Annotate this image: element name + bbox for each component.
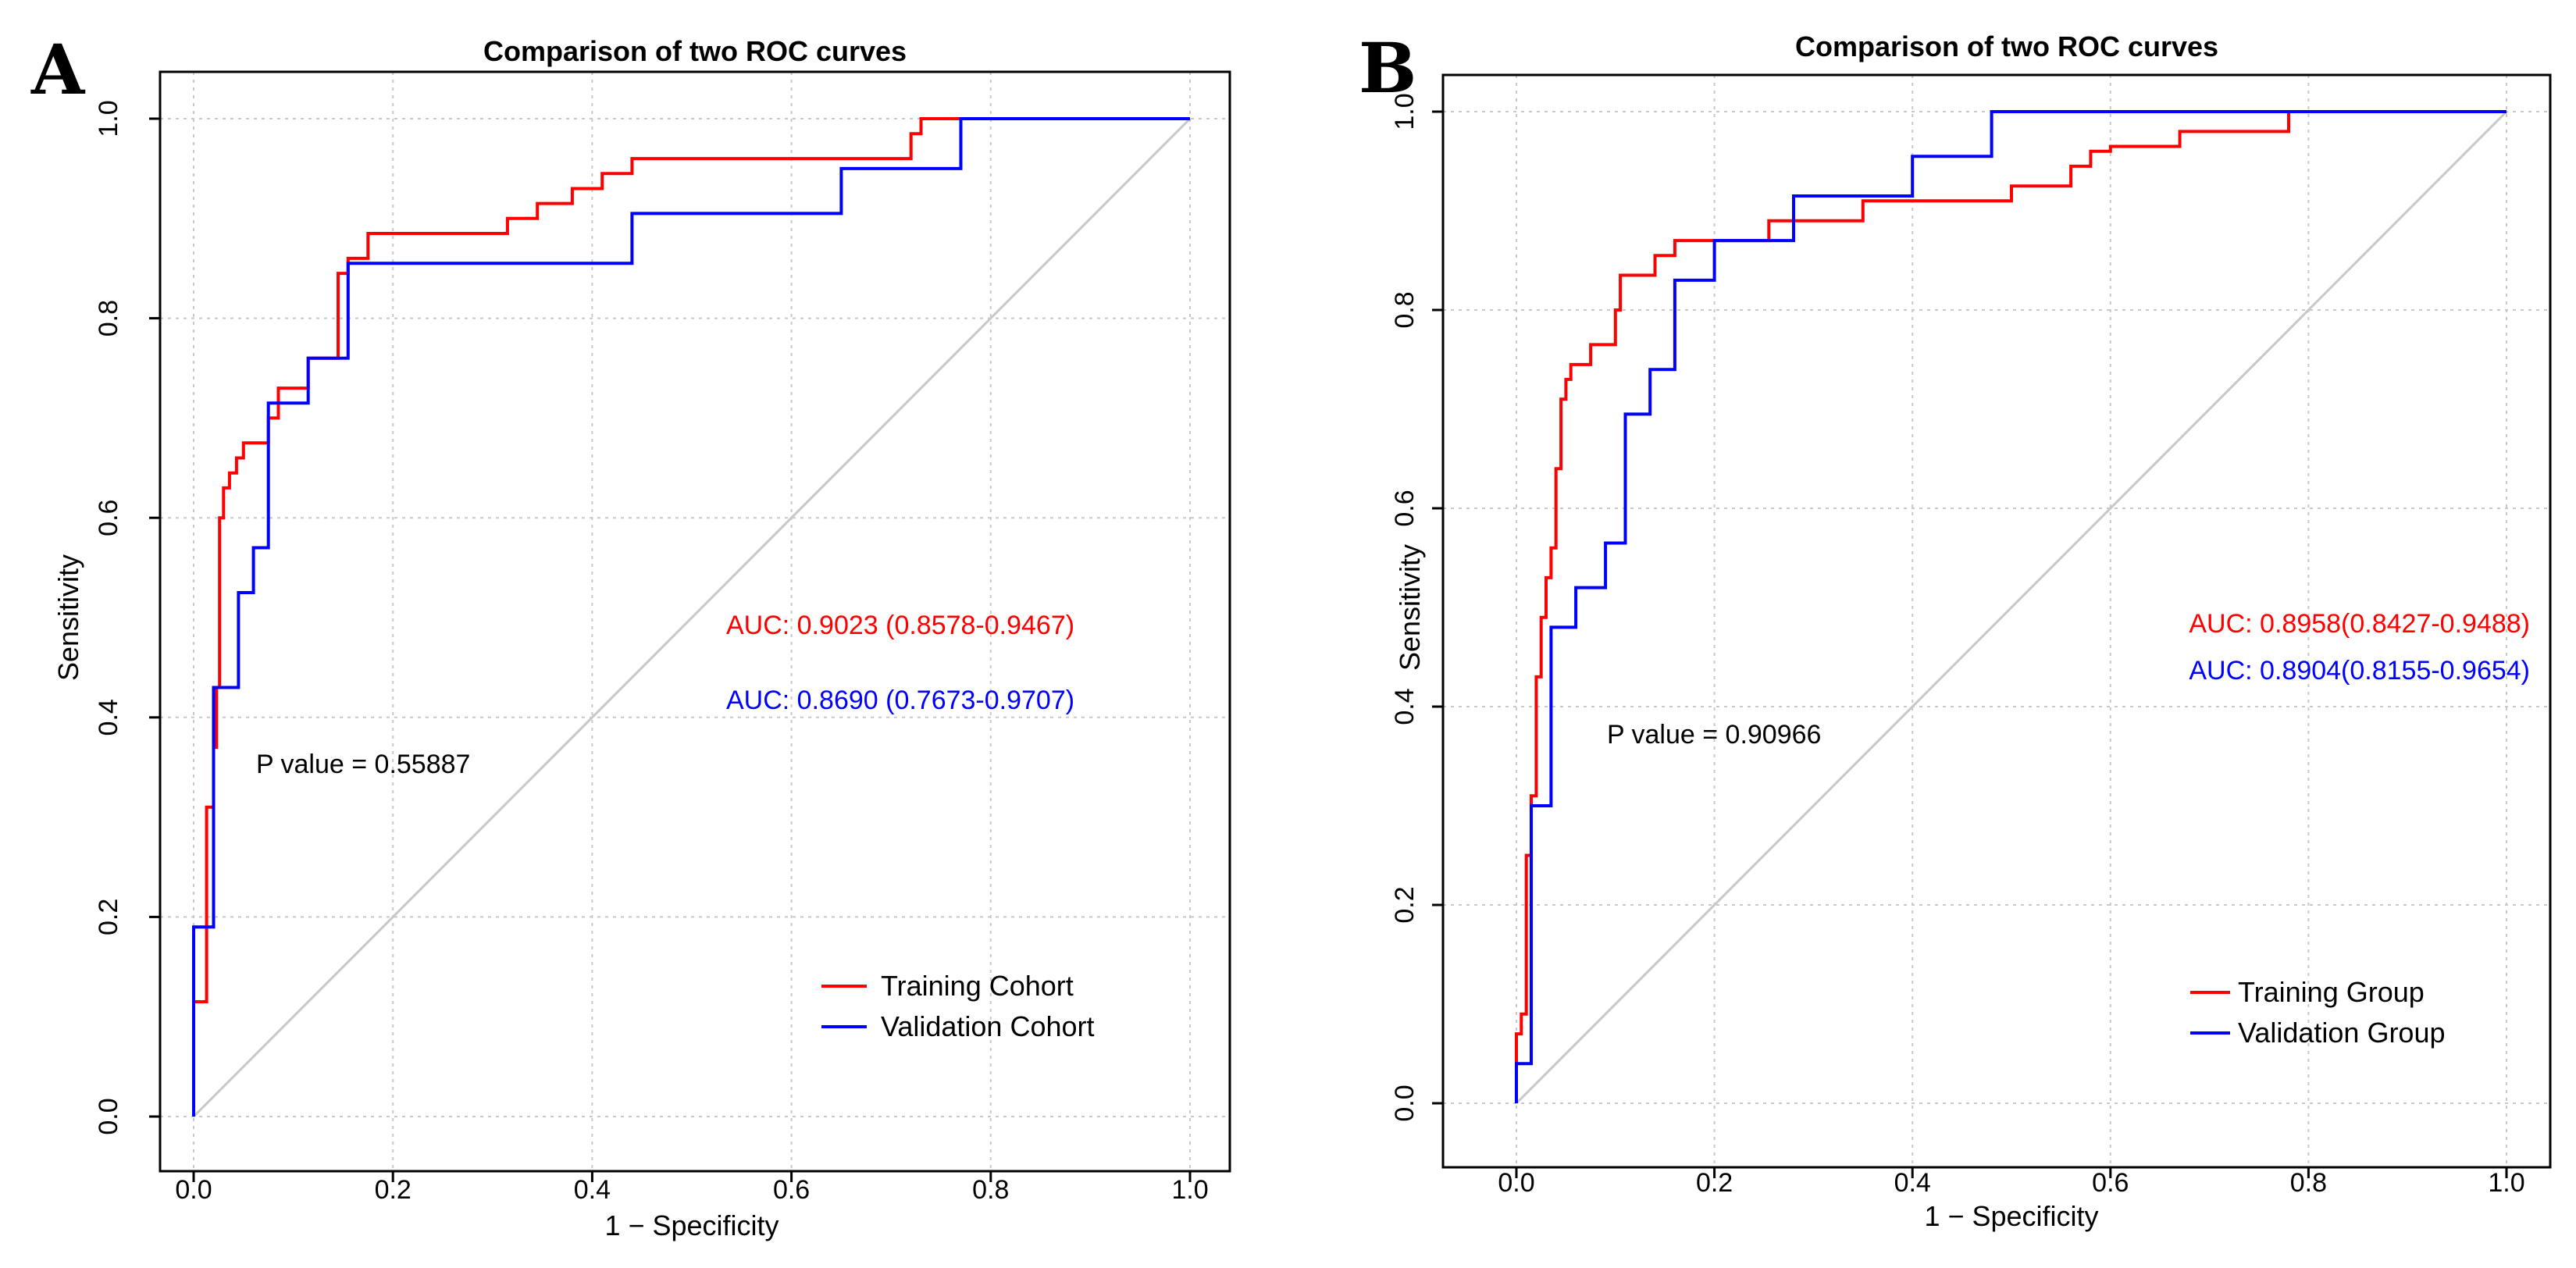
y-tick-label: 0.4 [1390,688,1420,725]
x-tick-label: 0.6 [2092,1168,2129,1198]
y-tick-label: 0.4 [94,699,123,736]
roc-curve-validation [192,117,1190,1117]
x-tick-label: 1.0 [1171,1175,1208,1205]
y-tick-label: 0.0 [94,1098,123,1134]
x-tick-label: 0.4 [1894,1168,1931,1198]
reference-diagonal [1515,110,2508,1105]
y-tick-label: 1.0 [1390,93,1420,130]
p-value-annotation: P value = 0.55887 [256,750,470,779]
x-tick-label: 0.6 [773,1175,810,1205]
p-value-annotation: P value = 0.90966 [1607,720,1821,750]
x-tick-label: 0.8 [2290,1168,2327,1198]
legend-label: Validation Cohort [881,1010,1095,1042]
panel-b: B Comparison of two ROC curves 0.0 0.2 0.4 0.… [1359,27,2552,1232]
roc-curve-training [1515,110,2507,1103]
legend-label: Validation Group [2238,1017,2446,1049]
y-tick-label: 0.0 [1390,1085,1420,1121]
y-tick-label: 0.2 [94,899,123,935]
legend-label: Training Cohort [881,970,1074,1002]
legend-label: Training Group [2238,976,2425,1008]
y-tick-label: 1.0 [94,100,123,137]
auc-validation-annotation: AUC: 0.8690 (0.7673-0.9707) [726,686,1074,715]
panel-letter: A [30,29,86,110]
x-tick-label: 0.2 [1696,1168,1733,1198]
y-tick-label: 0.8 [94,300,123,337]
panel-a: A Comparison of two ROC curves 0.0 0.2 0.4 0.… [30,29,1231,1241]
x-tick-label: 0.0 [1498,1168,1534,1198]
x-tick-label: 1.0 [2488,1168,2524,1198]
y-tick-label: 0.2 [1390,886,1420,923]
x-tick-label: 0.2 [375,1175,412,1205]
y-axis-label: Sensitivity [52,554,84,681]
auc-training-annotation: AUC: 0.9023 (0.8578-0.9467) [726,611,1074,640]
x-axis-label: 1 − Specificity [604,1209,779,1241]
y-tick-label: 0.6 [1390,490,1420,526]
x-tick-label: 0.8 [972,1175,1009,1205]
auc-training-annotation: AUC: 0.8958(0.8427-0.9488) [2189,609,2530,639]
y-tick-label: 0.8 [1390,291,1420,328]
panel-letter: B [1359,27,1416,109]
reference-diagonal [192,117,1192,1118]
y-axis-label: Sensitivity [1394,544,1426,671]
y-tick-label: 0.6 [94,500,123,536]
roc-curve-validation [1515,110,2507,1103]
auc-validation-annotation: AUC: 0.8904(0.8155-0.9654) [2189,656,2530,686]
chart-title: Comparison of two ROC curves [483,35,907,67]
x-tick-label: 0.4 [574,1175,611,1205]
x-tick-label: 0.0 [175,1175,212,1205]
chart-title: Comparison of two ROC curves [1795,30,2218,62]
x-axis-label: 1 − Specificity [1924,1200,2098,1232]
